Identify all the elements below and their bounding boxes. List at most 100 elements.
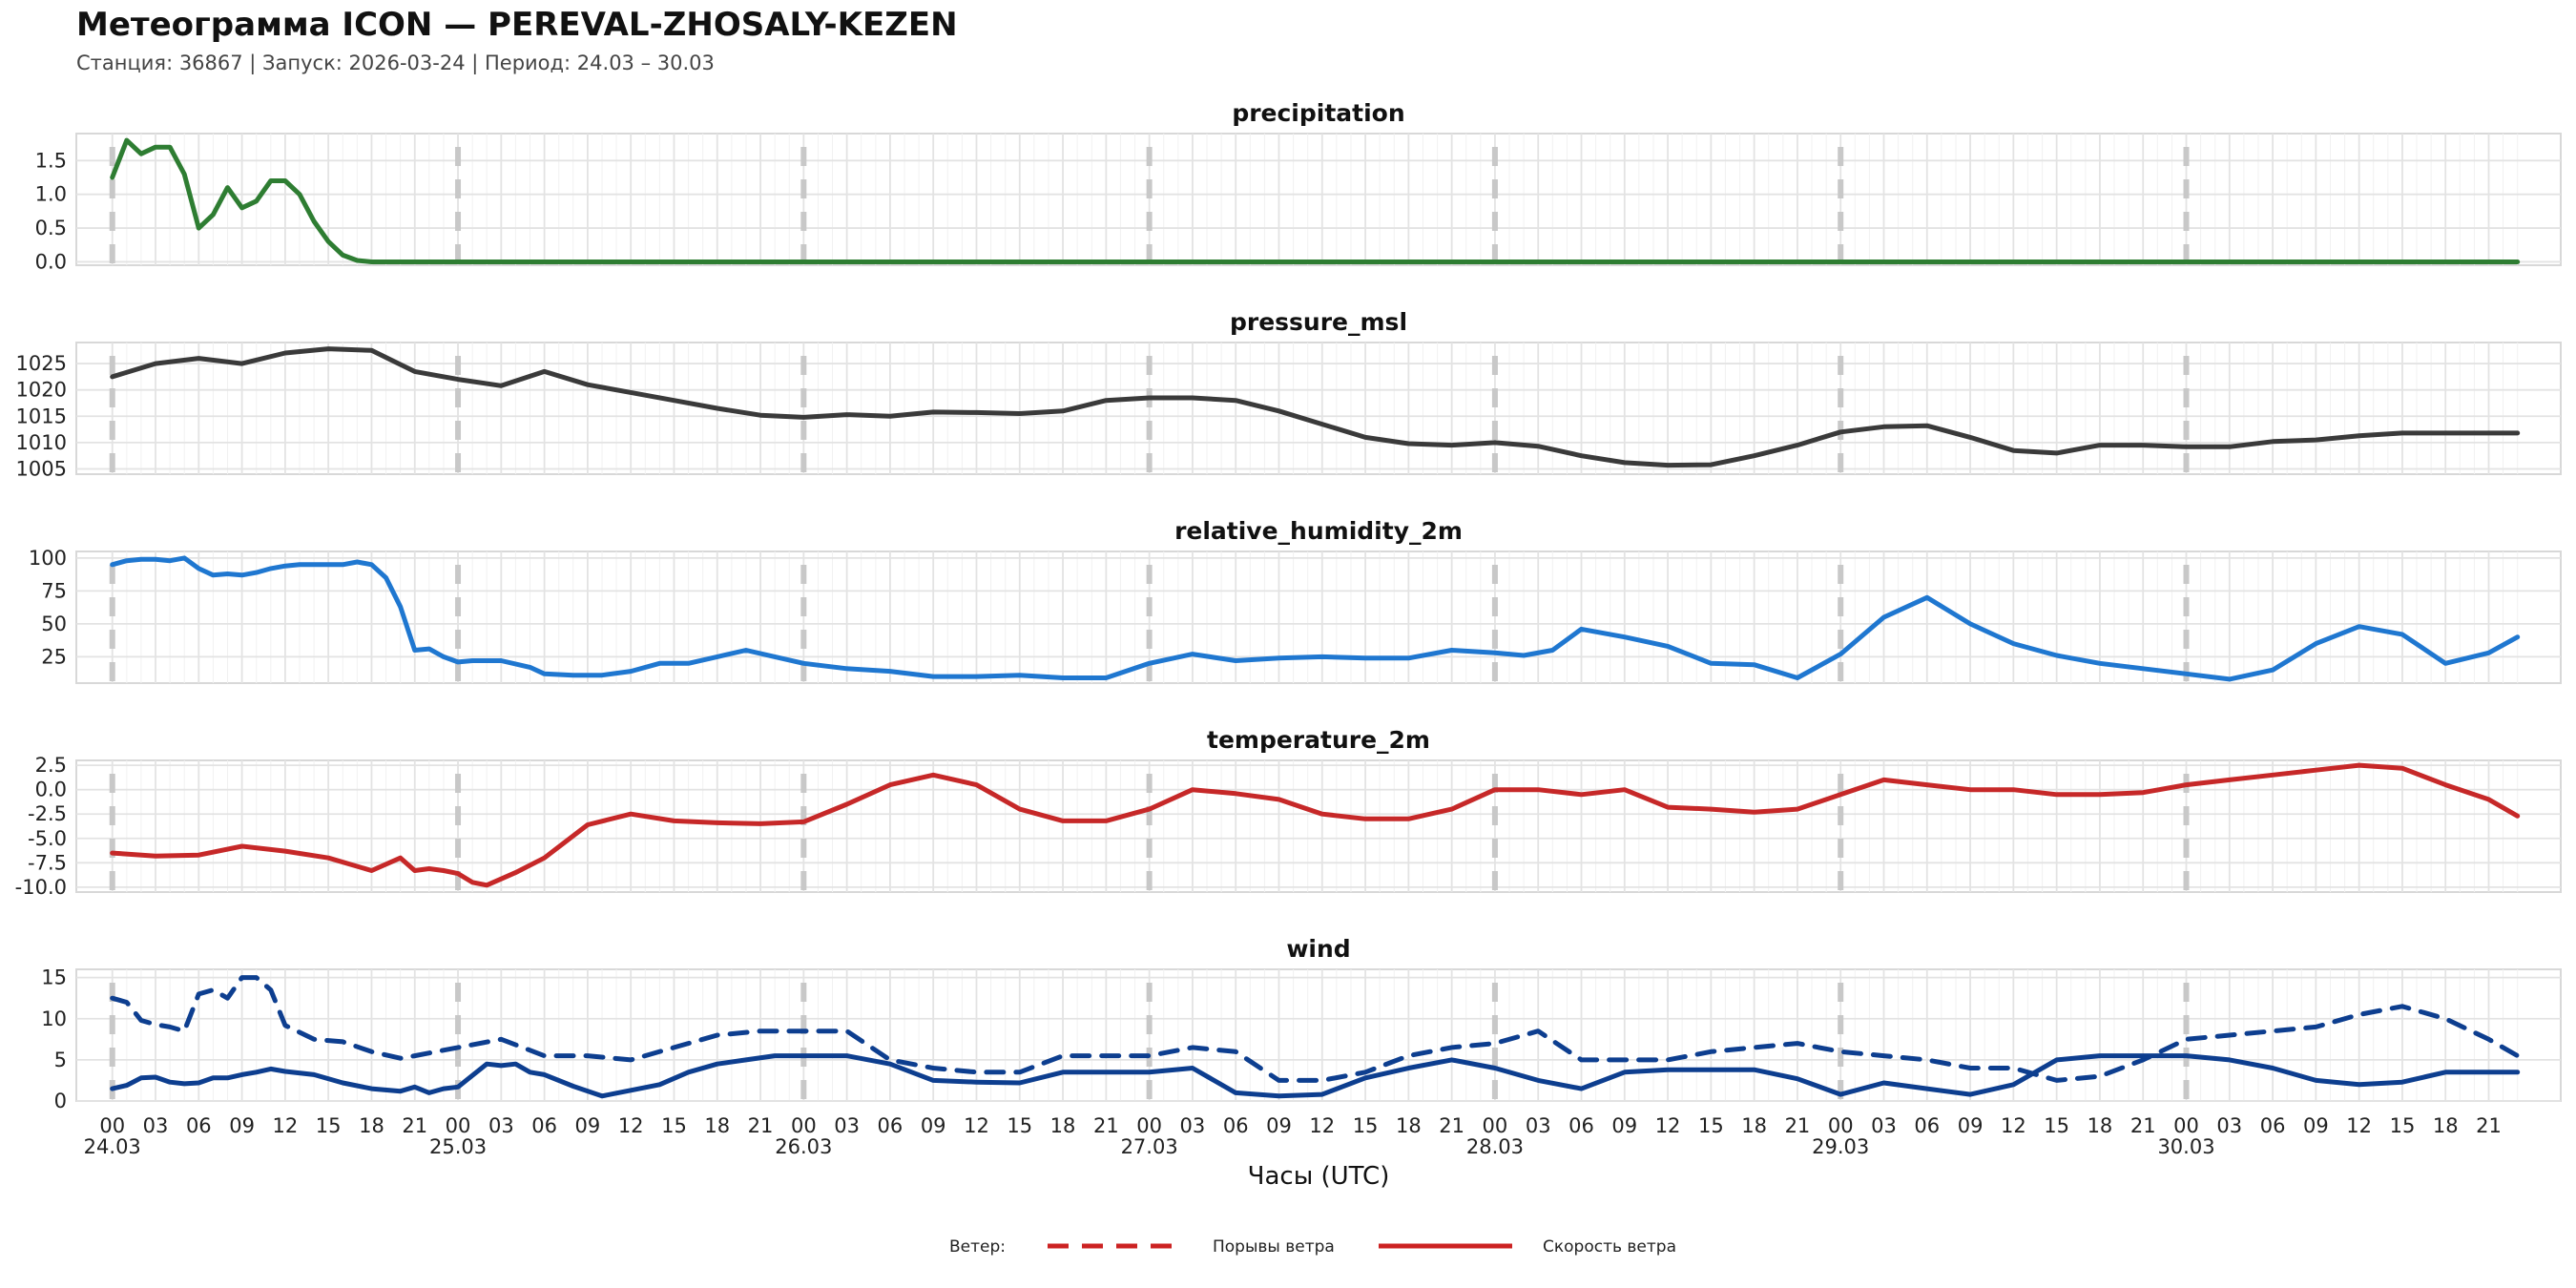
- xtick-hour-label: 12: [964, 1114, 989, 1137]
- ytick-label: 0.0: [35, 250, 67, 273]
- panel-frame: [75, 133, 2562, 266]
- ytick-label: 1020: [16, 379, 67, 402]
- xtick-hour-label: 15: [1698, 1114, 1724, 1137]
- ytick-label: 5: [54, 1049, 67, 1071]
- xtick-hour-label: 12: [618, 1114, 644, 1137]
- panels: 0.00.51.01.5precipitation100510101015102…: [15, 99, 2562, 1112]
- legend-gusts-label: Порывы ветра: [1213, 1237, 1335, 1257]
- xtick-hour-label: 09: [2303, 1114, 2329, 1137]
- xtick-hour-label: 06: [2260, 1114, 2286, 1137]
- series-speed-line: [110, 1053, 2521, 1099]
- xtick-hour-label: 12: [1309, 1114, 1335, 1137]
- xtick-hour-label: 21: [2130, 1114, 2156, 1137]
- ytick-label: -5.0: [28, 827, 67, 850]
- ytick-label: -7.5: [28, 851, 67, 874]
- xtick-hour-label: 21: [402, 1114, 427, 1137]
- legend-label: Ветер:: [949, 1237, 1006, 1257]
- xtick-hour-label: 03: [143, 1114, 169, 1137]
- xtick-hour-label: 18: [704, 1114, 730, 1137]
- xtick-hour-label: 15: [316, 1114, 342, 1137]
- ytick-label: -10.0: [15, 876, 67, 899]
- xtick-hour-label: 03: [1871, 1114, 1897, 1137]
- panel-title: temperature_2m: [1207, 726, 1430, 754]
- xtick-hour-label: 09: [921, 1114, 946, 1137]
- ytick-label: 50: [41, 613, 67, 635]
- xtick-hour-label: 06: [186, 1114, 212, 1137]
- xtick-hour-label: 03: [1526, 1114, 1551, 1137]
- ytick-label: 25: [41, 645, 67, 668]
- xtick-hour-label: 06: [1223, 1114, 1249, 1137]
- panel-frame: [75, 968, 2562, 1102]
- xtick-hour-label: 12: [2001, 1114, 2026, 1137]
- chart-subtitle: Станция: 36867 | Запуск: 2026-03-24 | Пе…: [76, 52, 715, 75]
- xtick-hour-label: 15: [2390, 1114, 2416, 1137]
- ytick-label: 1025: [16, 352, 67, 375]
- panel-precipitation: 0.0 0.5 1.0 1.5 precipitation: [35, 99, 2562, 273]
- xtick-hour-label: 15: [1007, 1114, 1032, 1137]
- xtick-hour-label: 00: [2173, 1114, 2199, 1137]
- xtick-hour-label: 00: [791, 1114, 817, 1137]
- panel-title: pressure_msl: [1230, 308, 1407, 336]
- xtick-day-label: 27.03: [1121, 1135, 1178, 1158]
- ytick-label: 1.0: [35, 183, 67, 206]
- xtick-hour-label: 03: [1180, 1114, 1206, 1137]
- panel-title: precipitation: [1232, 99, 1404, 127]
- series-relative_humidity_2m-line: [110, 555, 2521, 682]
- xtick-hour-label: 21: [1785, 1114, 1811, 1137]
- ytick-label: -2.5: [28, 802, 67, 825]
- xtick-hour-label: 12: [1655, 1114, 1681, 1137]
- xtick-hour-label: 00: [99, 1114, 125, 1137]
- xtick-hour-label: 15: [1353, 1114, 1379, 1137]
- series-pressure_msl-line: [110, 346, 2521, 468]
- xtick-day-label: 29.03: [1812, 1135, 1869, 1158]
- xtick-hour-label: 00: [1828, 1114, 1854, 1137]
- legend-speed-label: Скорость ветра: [1543, 1237, 1676, 1257]
- ytick-label: 1005: [16, 457, 67, 480]
- series-gusts-line: [110, 975, 2521, 1083]
- xtick-hour-label: 00: [1483, 1114, 1508, 1137]
- ytick-label: 0: [54, 1090, 67, 1112]
- chart-title: Метеограмма ICON — PEREVAL-ZHOSALY-KEZEN: [76, 6, 958, 44]
- xtick-hour-label: 06: [531, 1114, 557, 1137]
- xtick-hour-label: 03: [488, 1114, 514, 1137]
- xtick-hour-label: 15: [2044, 1114, 2069, 1137]
- xtick-hour-label: 09: [1266, 1114, 1292, 1137]
- ytick-label: 1.5: [35, 149, 67, 172]
- panel-relative_humidity_2m: 25 50 75 100 relative_humidity_2m: [29, 517, 2562, 684]
- xtick-hour-label: 21: [1093, 1114, 1119, 1137]
- xtick-hour-label: 09: [1611, 1114, 1637, 1137]
- ytick-label: 0.0: [35, 779, 67, 801]
- ytick-label: 100: [29, 547, 67, 570]
- ytick-label: 75: [41, 579, 67, 602]
- xtick-hour-label: 18: [1741, 1114, 1767, 1137]
- xtick-hour-label: 06: [878, 1114, 904, 1137]
- ytick-label: 1010: [16, 431, 67, 454]
- x-axis-label: Часы (UTC): [1248, 1162, 1390, 1191]
- legend: Ветер: Порывы ветра Скорость ветра: [949, 1237, 1676, 1257]
- panel-frame: [75, 342, 2562, 475]
- panel-frame: [75, 759, 2562, 893]
- xtick-hour-label: 18: [1396, 1114, 1422, 1137]
- ytick-label: 15: [41, 966, 67, 989]
- xtick-day-label: 26.03: [775, 1135, 832, 1158]
- xtick-hour-label: 00: [446, 1114, 471, 1137]
- xtick-hour-label: 21: [748, 1114, 774, 1137]
- xtick-day-label: 25.03: [429, 1135, 487, 1158]
- xtick-hour-label: 21: [1439, 1114, 1465, 1137]
- ytick-label: 2.5: [35, 754, 67, 777]
- xtick-hour-label: 06: [1914, 1114, 1940, 1137]
- panel-title: relative_humidity_2m: [1174, 517, 1463, 545]
- xtick-hour-label: 06: [1568, 1114, 1594, 1137]
- xtick-hour-label: 15: [661, 1114, 687, 1137]
- ytick-label: 1015: [16, 405, 67, 427]
- series-temperature_2m-line: [110, 762, 2521, 888]
- ytick-label: 10: [41, 1008, 67, 1030]
- xtick-hour-label: 03: [2216, 1114, 2242, 1137]
- panel-temperature_2m: -10.0-7.5-5.0-2.50.02.5 temperature_2m: [15, 726, 2562, 899]
- xtick-hour-label: 03: [834, 1114, 860, 1137]
- xtick-hour-label: 18: [2088, 1114, 2113, 1137]
- xtick-day-label: 30.03: [2157, 1135, 2214, 1158]
- xtick-day-label: 24.03: [84, 1135, 141, 1158]
